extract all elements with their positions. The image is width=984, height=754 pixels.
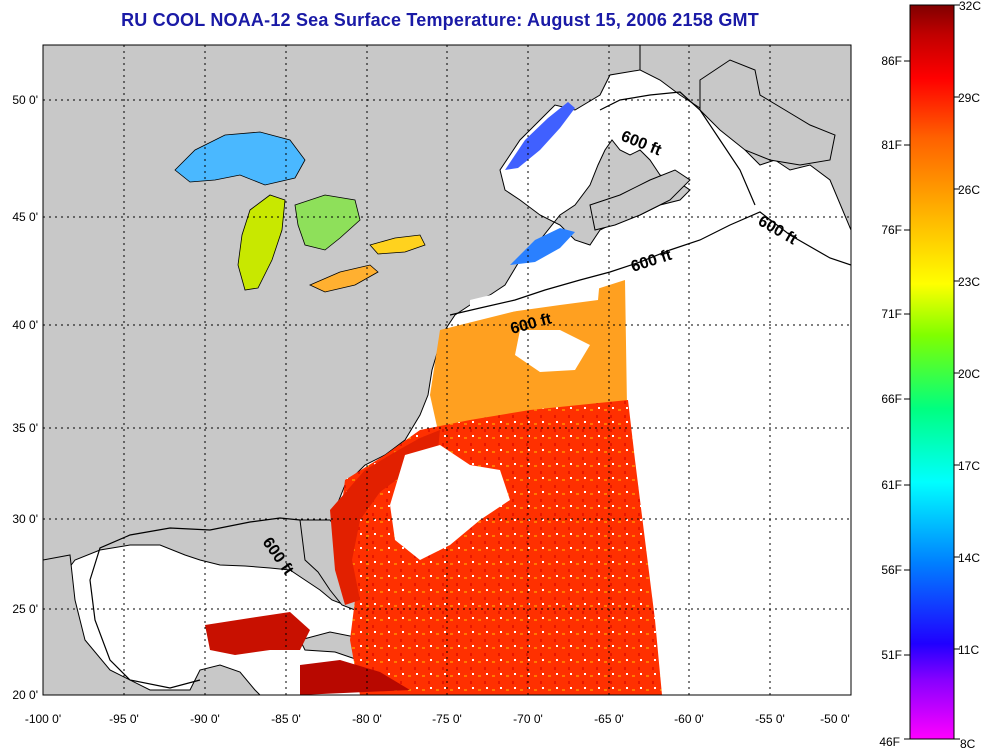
fahrenheit-label: 61F <box>881 478 902 492</box>
fahrenheit-label: 76F <box>881 223 902 237</box>
celsius-label: 23C <box>958 275 980 289</box>
celsius-label: 11C <box>958 643 979 657</box>
cloud-cover-2 <box>515 330 590 372</box>
gulf-of-mexico-sst <box>205 612 310 655</box>
lon-tick-label: -60 0' <box>674 712 704 726</box>
lat-tick-label: 25 0' <box>12 602 38 616</box>
celsius-label: 26C <box>958 183 980 197</box>
cloud-cover <box>390 445 510 560</box>
lon-tick-label: -85 0' <box>271 712 301 726</box>
cloud-cover-3 <box>470 278 600 318</box>
fahrenheit-label: 86F <box>881 54 902 68</box>
colorbar <box>909 4 955 740</box>
lake-ontario <box>369 234 426 255</box>
colorbar-ticks <box>904 4 960 740</box>
lat-tick-label: 35 0' <box>12 421 38 435</box>
fahrenheit-label: 51F <box>881 648 902 662</box>
lat-tick-label: 20 0' <box>12 688 38 702</box>
fahrenheit-label: 56F <box>881 563 902 577</box>
celsius-label: 32C <box>959 0 981 13</box>
lat-tick-label: 45 0' <box>12 210 38 224</box>
fahrenheit-label: 71F <box>881 307 902 321</box>
gulf-stream-sst <box>330 430 440 605</box>
lon-tick-label: -95 0' <box>109 712 139 726</box>
celsius-label: 20C <box>958 367 980 381</box>
land-nova-scotia <box>589 169 691 231</box>
lake-erie <box>309 264 379 293</box>
celsius-label: 17C <box>958 459 980 473</box>
lat-tick-labels: 20 0' 25 0' 30 0' 35 0' 40 0' 45 0' 50 0… <box>12 93 38 702</box>
lon-tick-label: -70 0' <box>513 712 543 726</box>
fahrenheit-label: 66F <box>881 392 902 406</box>
gulf-maine-sst <box>510 228 575 265</box>
st-lawrence-sst <box>505 102 575 170</box>
celsius-label: 14C <box>958 551 980 565</box>
lat-tick-label: 40 0' <box>12 318 38 332</box>
land-mexico <box>43 554 261 695</box>
shelf-contour-gulf <box>89 517 301 689</box>
lon-tick-label: -100 0' <box>25 712 61 726</box>
lon-tick-label: -75 0' <box>432 712 462 726</box>
fahrenheit-label: 81F <box>881 138 902 152</box>
celsius-label: 29C <box>958 91 980 105</box>
lon-tick-labels: -100 0' -95 0' -90 0' -85 0' -80 0' -75 … <box>25 712 850 726</box>
lat-tick-label: 30 0' <box>12 512 38 526</box>
lon-tick-label: -50 0' <box>820 712 850 726</box>
caribbean-sst <box>300 660 410 695</box>
lat-tick-label: 50 0' <box>12 93 38 107</box>
celsius-label: 8C <box>960 737 976 751</box>
lake-superior <box>174 131 306 186</box>
graticule <box>43 45 851 695</box>
colorbar-fahrenheit-labels: 86F 81F 76F 71F 66F 61F 56F 51F 46F <box>879 54 902 749</box>
shelf-contour-atlantic-canada <box>599 91 756 206</box>
lake-michigan <box>237 194 286 291</box>
lon-tick-label: -65 0' <box>594 712 624 726</box>
lon-tick-label: -80 0' <box>352 712 382 726</box>
map-title: RU COOL NOAA-12 Sea Surface Temperature:… <box>121 10 759 30</box>
colorbar-celsius-labels: 32C 29C 26C 23C 20C 17C 14C 11C 8C <box>958 0 981 751</box>
lake-huron <box>294 194 361 251</box>
land-newfoundland <box>699 59 836 166</box>
lon-tick-label: -55 0' <box>755 712 785 726</box>
shelf-contour <box>449 211 851 316</box>
lon-tick-label: -90 0' <box>190 712 220 726</box>
fahrenheit-label: 46F <box>879 735 900 749</box>
